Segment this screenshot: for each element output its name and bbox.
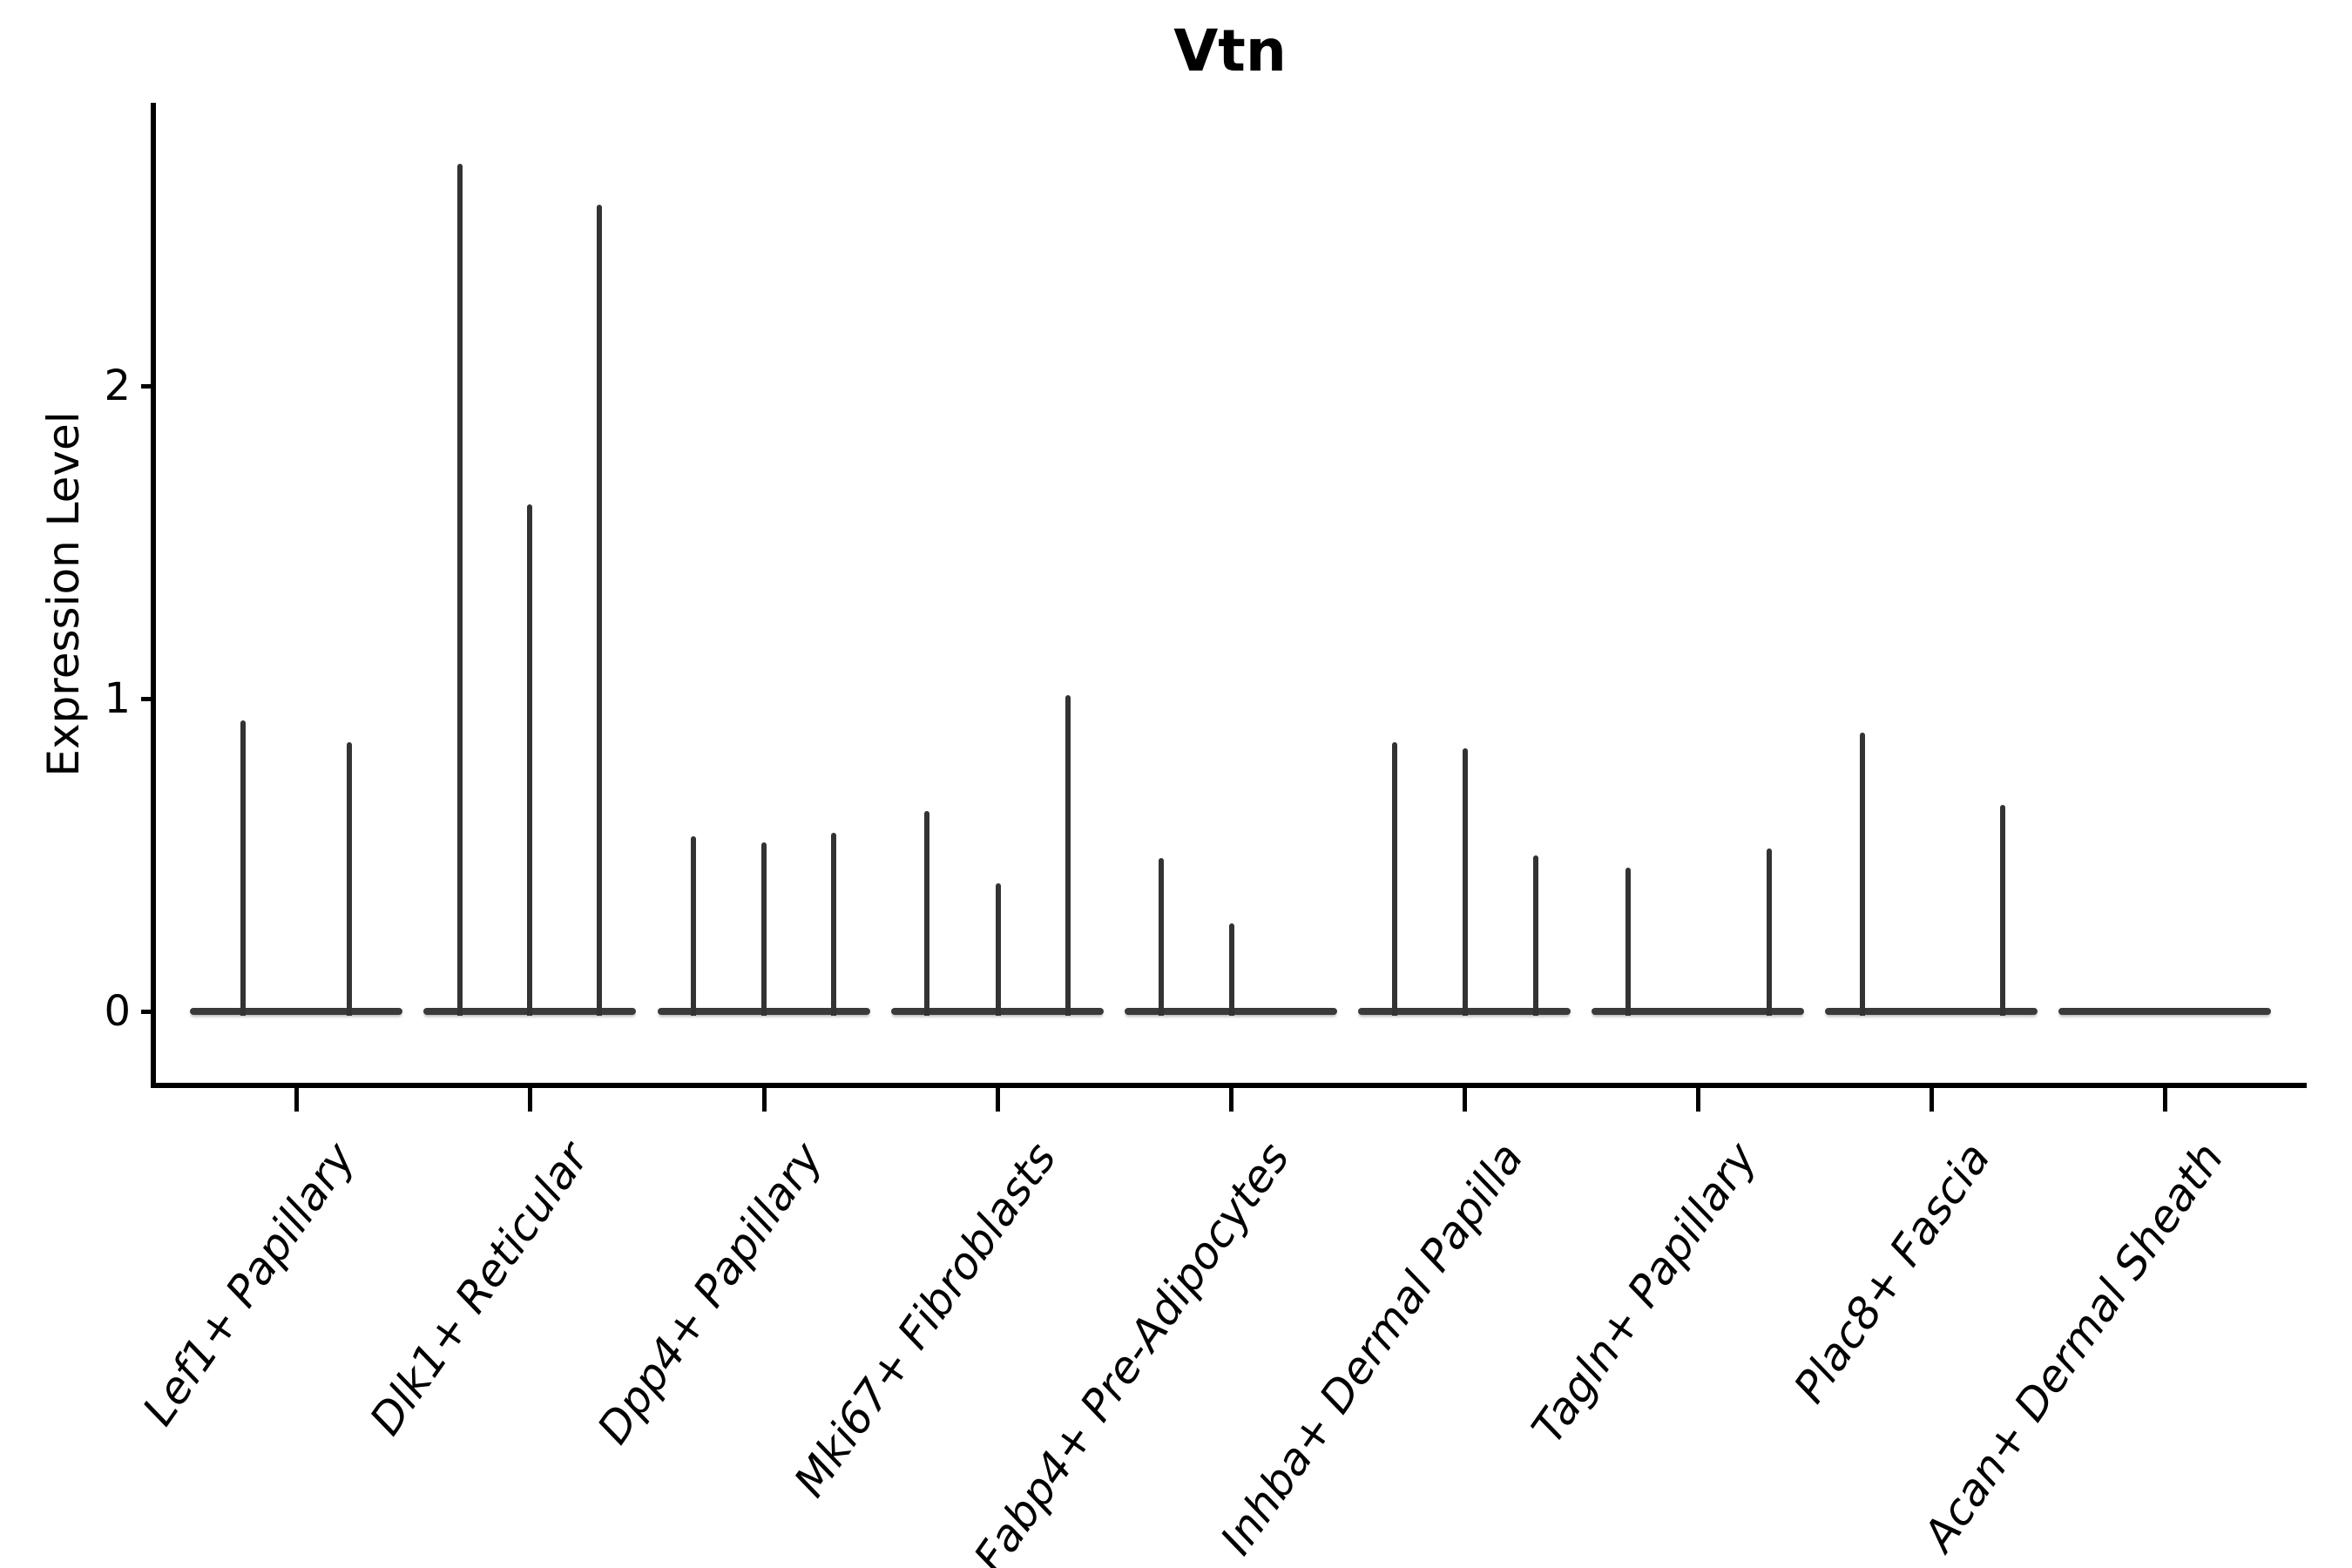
- violin-baseline: [2058, 1008, 2271, 1015]
- violin-spike: [1159, 858, 1164, 1016]
- x-tick-label: Dlk1+ Reticular: [360, 1133, 598, 1444]
- y-tick: [141, 697, 154, 701]
- violin-spike: [691, 835, 696, 1016]
- x-tick-label: Lef1+ Papillary: [132, 1133, 365, 1435]
- x-tick: [294, 1088, 299, 1112]
- y-axis-spine: [151, 103, 156, 1088]
- violin-spike: [240, 720, 246, 1016]
- violin-baseline: [190, 1008, 402, 1015]
- violin-spike: [347, 742, 352, 1016]
- x-tick: [762, 1088, 767, 1112]
- violin-spike: [761, 842, 767, 1016]
- violin-spike: [924, 811, 929, 1016]
- violin-spike: [1767, 848, 1772, 1016]
- violin-spike: [2000, 805, 2005, 1016]
- y-tick-label: 0: [104, 987, 131, 1036]
- x-tick: [1696, 1088, 1700, 1112]
- violin-spike: [457, 164, 463, 1016]
- y-axis-label: Expression Level: [38, 411, 89, 777]
- violin-spike: [597, 204, 602, 1016]
- violin-spike: [527, 504, 532, 1016]
- violin-spike: [831, 833, 836, 1016]
- y-tick-label: 2: [104, 362, 131, 410]
- x-tick-label: Plac8+ Fascia: [1783, 1133, 2000, 1412]
- x-tick-label: Tagln+ Papillary: [1522, 1133, 1767, 1453]
- violin-spike: [1392, 742, 1397, 1016]
- violin-spike: [1229, 923, 1234, 1016]
- chart-title: Vtn: [1173, 17, 1287, 84]
- y-tick: [141, 384, 154, 389]
- violin-spike: [1463, 748, 1468, 1016]
- x-tick-label: Mki67+ Fibroblasts: [784, 1133, 1066, 1506]
- x-axis-spine: [151, 1083, 2307, 1088]
- x-tick: [528, 1088, 532, 1112]
- x-tick: [996, 1088, 1000, 1112]
- x-tick-label: Dpp4+ Papillary: [587, 1133, 833, 1453]
- violin-spike: [1533, 855, 1538, 1016]
- y-tick-label: 1: [104, 674, 131, 723]
- violin-spike: [1065, 695, 1071, 1016]
- x-tick: [1930, 1088, 1934, 1112]
- violin-baseline: [1825, 1008, 2038, 1015]
- violin-spike: [1860, 733, 1865, 1016]
- y-tick: [141, 1010, 154, 1014]
- x-tick: [1463, 1088, 1467, 1112]
- violin-spike: [996, 882, 1001, 1016]
- violin-spike: [1625, 867, 1631, 1016]
- x-tick: [1229, 1088, 1233, 1112]
- violin-baseline: [1592, 1008, 1804, 1015]
- x-tick: [2163, 1088, 2167, 1112]
